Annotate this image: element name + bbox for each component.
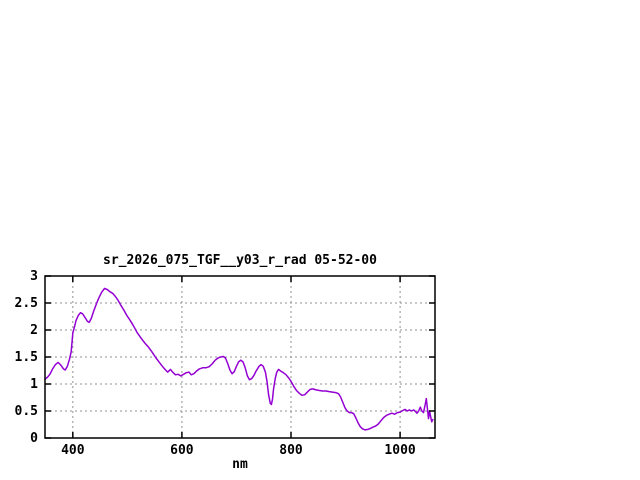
y-tick-label: 1 <box>30 377 38 392</box>
chart-title: sr_2026_075_TGF__y03_r_rad 05-52-00 <box>103 253 377 268</box>
y-tick-label: 2 <box>30 323 38 338</box>
x-tick-label: 600 <box>170 443 194 458</box>
y-tick-label: 1.5 <box>15 350 38 365</box>
x-tick-label: 800 <box>279 443 303 458</box>
tick-marks <box>45 275 435 439</box>
x-tick-label: 400 <box>61 443 85 458</box>
y-tick-label: 3 <box>30 269 38 284</box>
y-tick-label: 0.5 <box>15 404 38 419</box>
y-tick-labels: 0 0.5 1 1.5 2 2.5 3 <box>15 269 39 446</box>
gridlines <box>45 276 435 438</box>
x-axis-label: nm <box>232 457 248 472</box>
data-curve <box>44 287 434 431</box>
y-tick-label: 0 <box>30 431 38 446</box>
y-tick-label: 2.5 <box>15 296 38 311</box>
x-tick-label: 1000 <box>384 443 415 458</box>
x-tick-labels: 400 600 800 1000 <box>61 443 416 458</box>
